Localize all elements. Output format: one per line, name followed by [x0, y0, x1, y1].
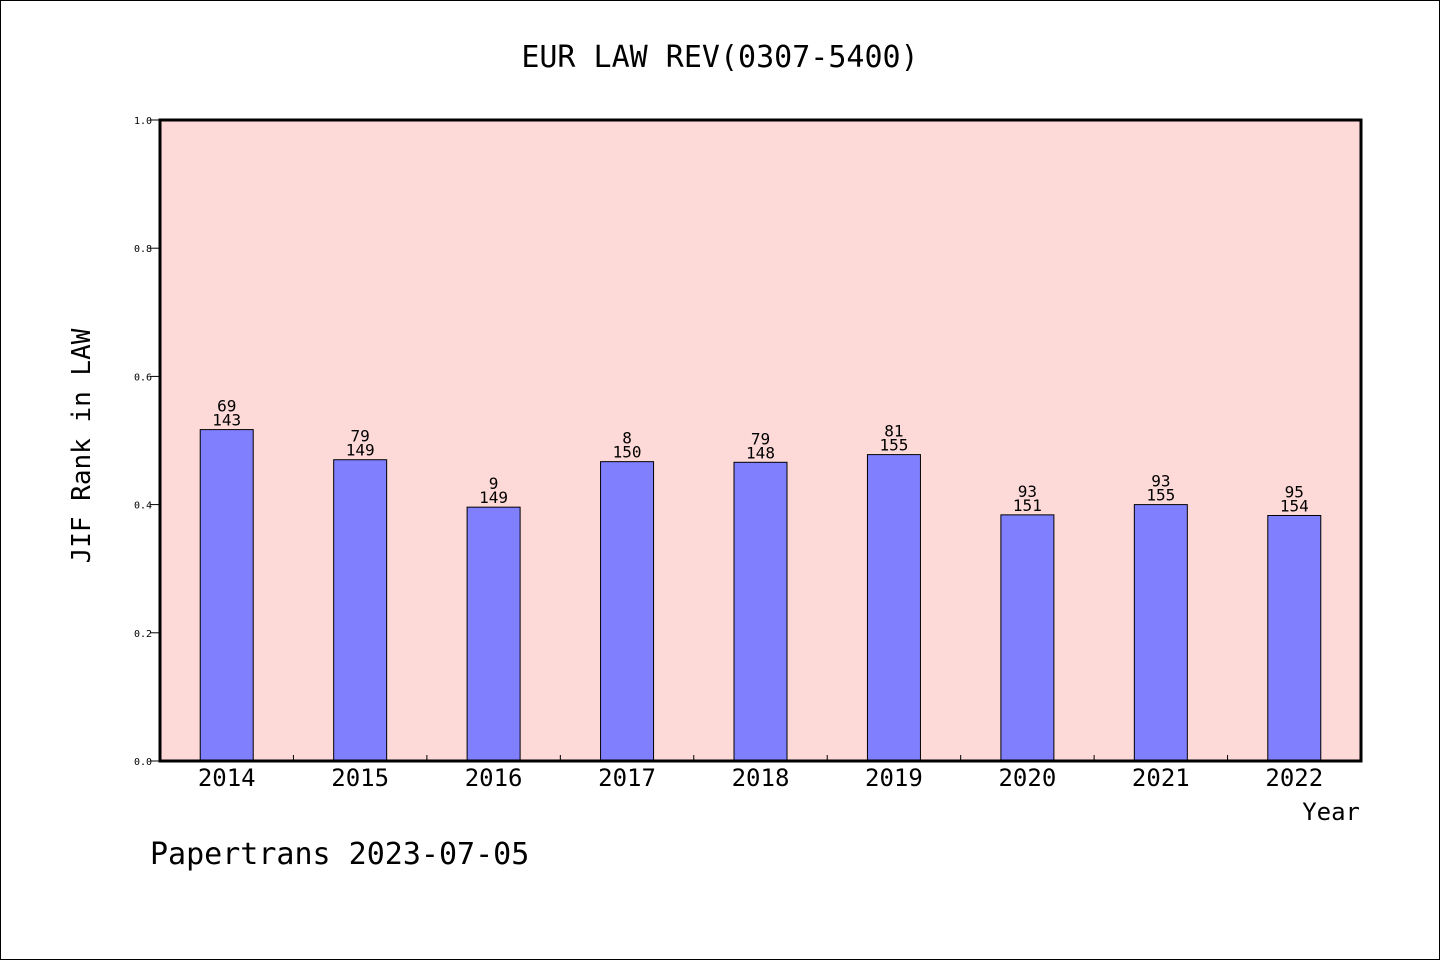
- y-tick-label: 1.0: [134, 116, 152, 127]
- y-tick-label: 0.8: [134, 244, 152, 255]
- data-label-rank: 79: [751, 429, 770, 448]
- data-label-rank: 81: [884, 422, 903, 441]
- x-tick-label: 2014: [198, 764, 256, 792]
- x-ticks-group: 2014 2015 2016 2017 2018 2019 2020 2021 2022: [198, 755, 1323, 792]
- bar-2015: [333, 459, 388, 762]
- x-tick-label: 2021: [1132, 764, 1190, 792]
- bar-2021: [1133, 504, 1188, 762]
- y-ticks-group: 0.0 0.2 0.4 0.6 0.8 1.0: [134, 116, 160, 768]
- bar-2016: [466, 506, 521, 762]
- x-tick-label: 2015: [331, 764, 389, 792]
- bars-group: [199, 429, 1322, 762]
- data-label-total: 149: [346, 441, 375, 460]
- bar-2020: [1000, 514, 1055, 762]
- y-axis-label: JIF Rank in LAW: [67, 328, 97, 563]
- bar-2022: [1267, 514, 1322, 762]
- x-tick-label: 2019: [865, 764, 923, 792]
- data-label-rank: 95: [1285, 482, 1304, 501]
- data-label-rank: 69: [217, 397, 236, 416]
- y-tick-label: 0.4: [134, 501, 152, 512]
- data-label-rank: 93: [1018, 482, 1037, 501]
- x-tick-label: 2022: [1265, 764, 1323, 792]
- bar-2017: [600, 461, 655, 762]
- plot-border: [158, 118, 1363, 763]
- y-tick-label: 0.0: [134, 757, 152, 768]
- data-label-total: 151: [1013, 496, 1042, 515]
- data-label-total: 150: [613, 443, 642, 462]
- chart-title: EUR LAW REV(0307-5400): [521, 40, 918, 75]
- y-tick-label: 0.6: [134, 372, 152, 383]
- data-label-rank: 9: [489, 474, 499, 493]
- bar-2014: [199, 429, 254, 762]
- x-tick-label: 2016: [465, 764, 523, 792]
- bar-2018: [733, 461, 788, 762]
- footer-text: Papertrans 2023-07-05: [150, 837, 529, 872]
- data-label-total: 155: [1146, 486, 1175, 505]
- data-label-rank: 79: [351, 427, 370, 446]
- data-label-total: 143: [212, 411, 241, 430]
- y-tick-label: 0.2: [134, 629, 152, 640]
- data-label-total: 148: [746, 443, 775, 462]
- data-label-rank: 8: [622, 429, 632, 448]
- x-axis-label: Year: [1302, 798, 1360, 826]
- x-tick-label: 2017: [598, 764, 656, 792]
- data-label-rank: 93: [1151, 472, 1170, 491]
- x-tick-label: 2020: [998, 764, 1056, 792]
- data-label-total: 154: [1280, 496, 1309, 515]
- bar-2019: [866, 454, 921, 762]
- data-label-total: 155: [879, 436, 908, 455]
- data-label-total: 149: [479, 488, 508, 507]
- x-tick-label: 2018: [732, 764, 790, 792]
